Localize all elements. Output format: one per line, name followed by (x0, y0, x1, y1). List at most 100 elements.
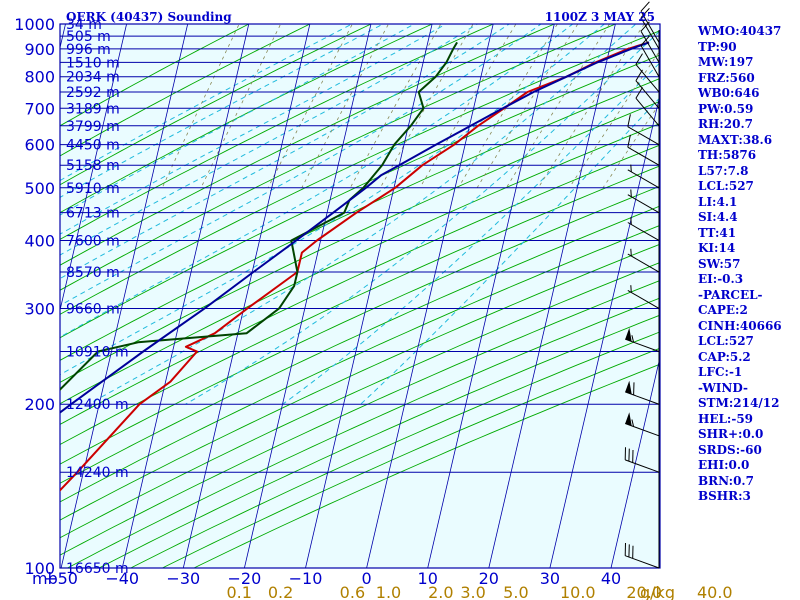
temperature-tick-label: 10 (418, 569, 438, 588)
index-item: -PARCEL- (698, 287, 763, 302)
isotherm (60, 24, 127, 312)
index-item: MAXT:38.6 (698, 132, 773, 147)
pressure-tick-label: 400 (24, 232, 55, 251)
isotherm (488, 24, 616, 568)
barb-shaft (627, 146, 660, 166)
index-item: PW:0.59 (698, 101, 754, 116)
mixing-ratio-unit: g/kg (640, 583, 675, 600)
mixing-ratio-line (457, 24, 558, 189)
temperature-trace (60, 41, 650, 492)
height-label: 34 m (66, 17, 102, 33)
barb-feather (640, 21, 650, 32)
barb-feather (640, 35, 650, 46)
index-item: KI:14 (698, 241, 736, 255)
wind-barb (627, 217, 660, 241)
index-item: L57:7.8 (698, 163, 749, 178)
moist-adiabat (185, 30, 660, 405)
parcel-trace (60, 41, 650, 414)
dry-adiabat (193, 363, 660, 568)
dry-adiabat (60, 24, 373, 186)
barb-half-feather (630, 164, 632, 172)
height-label: 6713 m (66, 206, 120, 222)
index-item: SW:57 (698, 256, 741, 271)
moist-adiabat (60, 24, 479, 256)
dry-adiabat (60, 144, 660, 425)
dry-adiabat (60, 243, 660, 521)
moist-adiabat (60, 24, 353, 182)
chart-grid (59, 23, 661, 569)
index-item: LCL:527 (698, 179, 754, 193)
dry-adiabat (60, 100, 660, 383)
barb-half-feather (630, 189, 632, 197)
plot-frame (59, 23, 661, 569)
mixing-ratio-label: 2.0 (428, 583, 453, 600)
dry-adiabat (60, 78, 660, 361)
mixing-ratio-line (379, 24, 474, 188)
dry-adiabat (60, 24, 311, 157)
barb-feather (627, 114, 631, 127)
pressure-tick-label: 900 (24, 40, 55, 59)
valid-time: 1100Z 3 MAY 25 (545, 10, 655, 24)
barb-half-feather (630, 217, 632, 225)
height-label: 2592 m (66, 85, 120, 101)
dry-adiabat (98, 314, 660, 568)
height-label: 5910 m (66, 181, 120, 197)
height-label: 5158 m (66, 158, 120, 174)
pressure-tick-label: 800 (24, 68, 55, 87)
barb-shaft (627, 194, 660, 214)
dewpoint-trace (60, 41, 458, 391)
moist-adiabat (60, 24, 574, 338)
height-label: 14240 m (66, 465, 129, 481)
height-label: 16650 m (66, 561, 129, 577)
moist-adiabat (60, 24, 511, 280)
wind-barb (625, 380, 660, 405)
moist-adiabat (88, 24, 637, 405)
dry-adiabat (60, 262, 660, 539)
index-item: STM:214/12 (698, 396, 780, 410)
index-item: CAPE:2 (698, 303, 748, 317)
wind-barb (640, 1, 660, 43)
sounding-traces (60, 41, 650, 492)
mixing-ratio-line (568, 49, 660, 189)
barb-shaft (640, 10, 660, 43)
index-item: FRZ:560 (698, 70, 755, 85)
index-item: EHI:0.0 (698, 458, 750, 472)
index-item: -WIND- (698, 380, 748, 395)
barb-shaft (627, 289, 660, 309)
pressure-tick-label: 500 (24, 179, 55, 198)
dry-adiabat (60, 54, 660, 339)
temperature-tick-label: −50 (44, 569, 78, 588)
barb-shaft (627, 222, 660, 241)
wind-barb (625, 412, 660, 437)
pressure-tick-label: 200 (24, 395, 55, 414)
barb-half-feather (631, 335, 635, 343)
barb-half-feather (630, 248, 632, 257)
isotherm (182, 24, 311, 568)
mixing-ratio-line (161, 24, 240, 188)
height-label: 2034 m (66, 70, 120, 86)
barb-feather (627, 134, 631, 148)
mixing-ratio-line (505, 24, 610, 189)
index-item: SRDS:-60 (698, 442, 762, 457)
wind-barb (640, 35, 660, 77)
temperature-tick-label: −40 (105, 569, 139, 588)
barb-feather (635, 87, 643, 99)
pressure-tick-label: 700 (24, 99, 55, 118)
barb-feather (640, 7, 650, 19)
dry-adiabat (162, 347, 660, 568)
stability-indices: WMO:40437 TP:90 MW:197 FRZ:560 WB0:646 PW:0.5… (698, 24, 800, 505)
index-item: BRN:0.7 (698, 473, 754, 488)
temperature-tick-label: 30 (540, 569, 560, 588)
wind-barbs (624, 1, 660, 569)
wind-barb (640, 21, 660, 63)
barb-pennant (625, 380, 632, 395)
pressure-tick-label: 1000 (14, 15, 55, 34)
dry-adiabat (60, 224, 660, 503)
plot-background (60, 24, 660, 568)
mixing-ratio-line (537, 24, 645, 189)
index-item: CAP:5.2 (698, 349, 751, 364)
wind-barb (625, 327, 660, 352)
isotherm (610, 355, 660, 568)
barb-shaft (625, 459, 660, 473)
